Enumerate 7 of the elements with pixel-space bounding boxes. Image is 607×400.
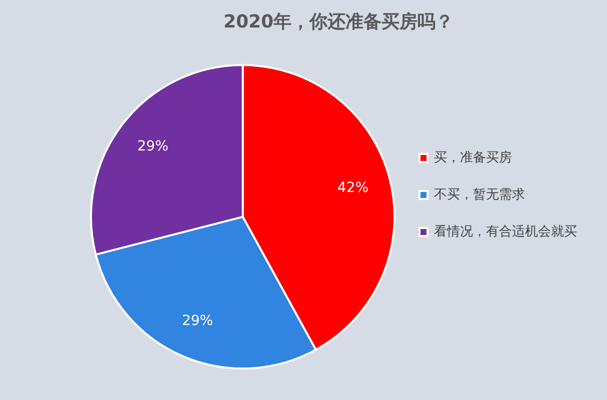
legend-label: 看情况，有合适机会就买 bbox=[434, 224, 577, 240]
data-label: 29% bbox=[182, 312, 214, 329]
legend-label: 买，准备买房 bbox=[434, 149, 512, 166]
data-label: 42% bbox=[337, 180, 369, 196]
chart-title: 2020年，你还准备买房吗？ bbox=[223, 11, 454, 32]
data-label: 29% bbox=[137, 138, 168, 155]
legend-label: 不买，暂无需求 bbox=[434, 187, 525, 202]
